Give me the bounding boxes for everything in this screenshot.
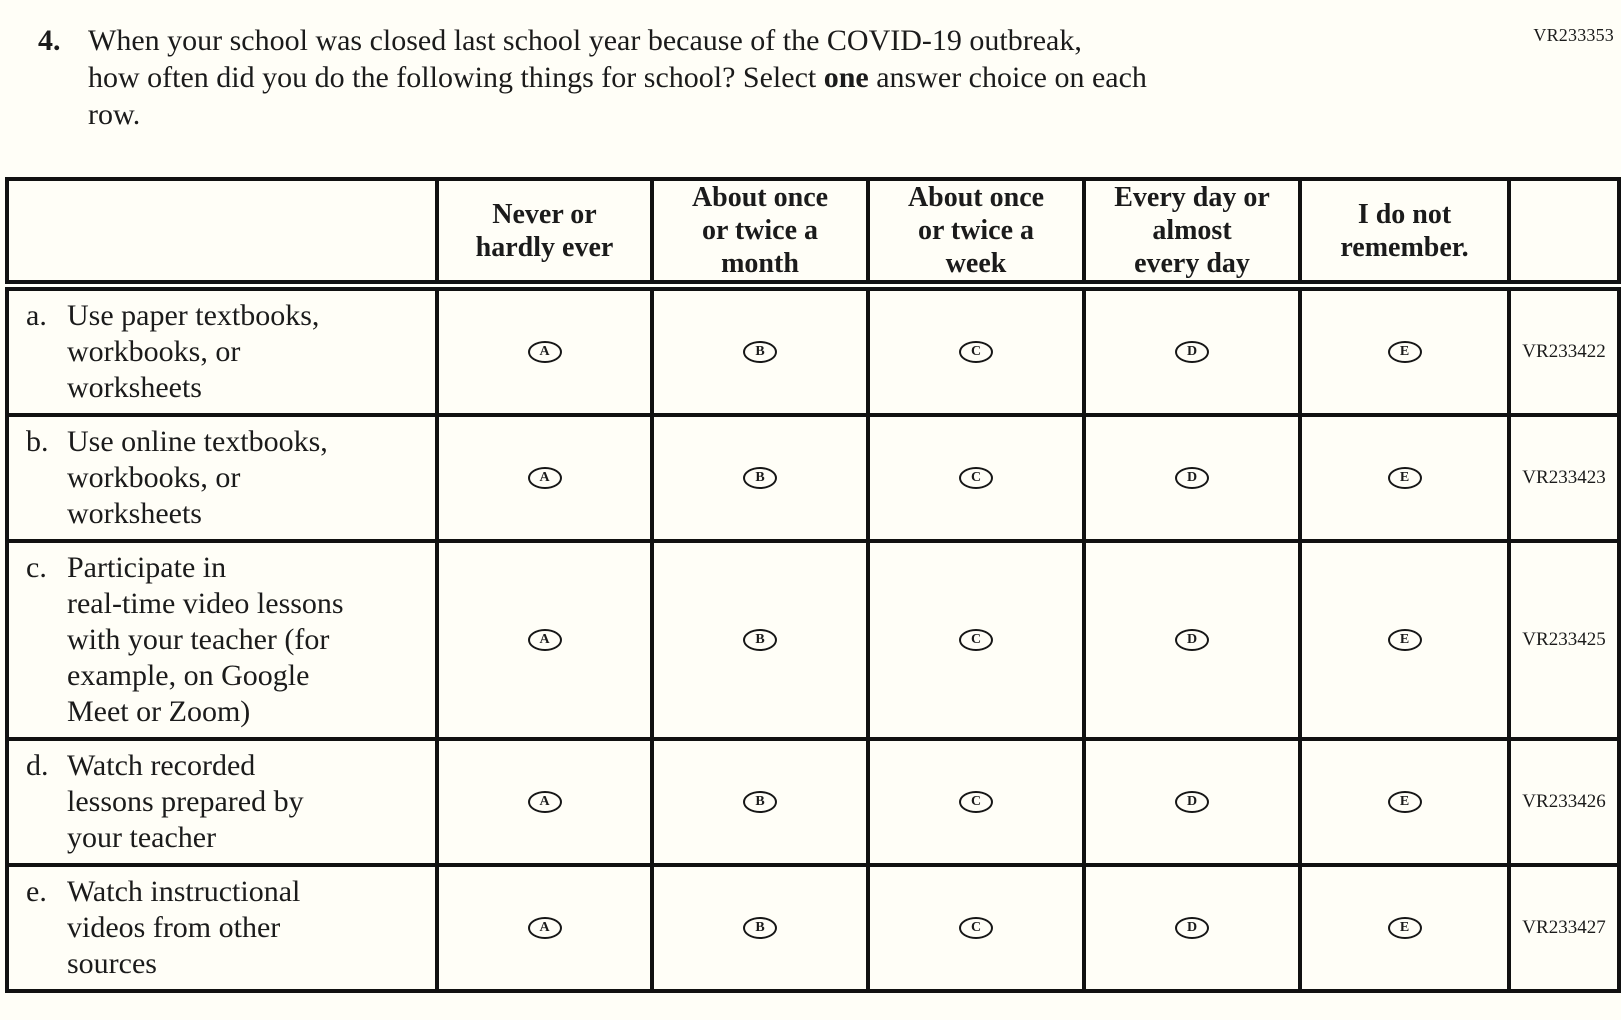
row-a-option-d-bubble[interactable]: D bbox=[1175, 341, 1209, 363]
row-a-text: Use paper textbooks, workbooks, or works… bbox=[67, 299, 320, 404]
row-d-code: VR233426 bbox=[1507, 737, 1621, 867]
row-e-label: e. Watch instructional videos from other … bbox=[5, 863, 439, 993]
row-d-option-e-bubble[interactable]: E bbox=[1387, 791, 1422, 813]
row-d-option-d-bubble[interactable]: D bbox=[1175, 791, 1209, 813]
page-code: VR233353 bbox=[1533, 25, 1614, 45]
row-a-option-a-bubble[interactable]: A bbox=[527, 341, 562, 363]
row-e-never-cell: A bbox=[435, 863, 654, 993]
question-line-1: When your school was closed last school … bbox=[88, 22, 1147, 59]
row-d-never-cell: A bbox=[435, 737, 654, 867]
row-e-month-cell: B bbox=[650, 863, 870, 993]
row-a-month-cell: B bbox=[650, 283, 870, 417]
row-b-label: b. Use online textbooks, workbooks, or wo… bbox=[5, 413, 439, 543]
row-a-label: a. Use paper textbooks, workbooks, or wor… bbox=[5, 283, 439, 417]
row-c-option-e-bubble[interactable]: E bbox=[1387, 629, 1422, 651]
row-e-option-b-bubble[interactable]: B bbox=[743, 917, 777, 939]
row-b-remember-cell: E bbox=[1298, 413, 1511, 543]
row-d-text: Watch recorded lessons prepared by your … bbox=[67, 749, 304, 854]
table-row-e: e. Watch instructional videos from other … bbox=[5, 863, 1621, 993]
row-e-option-c-bubble[interactable]: C bbox=[959, 917, 993, 939]
row-a-option-e-bubble[interactable]: E bbox=[1387, 341, 1422, 363]
response-grid: Never or hardly ever About once or twice… bbox=[5, 177, 1621, 993]
question-line-2-before: how often did you do the following thing… bbox=[88, 61, 824, 94]
header-blank bbox=[5, 177, 439, 291]
row-e-remember-cell: E bbox=[1298, 863, 1511, 993]
question-number: 4. bbox=[38, 24, 61, 57]
row-a-everyday-cell: D bbox=[1082, 283, 1302, 417]
row-d-remember-cell: E bbox=[1298, 737, 1511, 867]
row-d-everyday-cell: D bbox=[1082, 737, 1302, 867]
question: 4. When your school was closed last scho… bbox=[38, 22, 1621, 133]
row-d-label: d. Watch recorded lessons prepared by you… bbox=[5, 737, 439, 867]
row-b-option-e-bubble[interactable]: E bbox=[1387, 467, 1422, 489]
row-d-option-b-bubble[interactable]: B bbox=[743, 791, 777, 813]
row-e-text: Watch instructional videos from other so… bbox=[67, 875, 301, 980]
row-b-option-d-bubble[interactable]: D bbox=[1175, 467, 1209, 489]
question-text: When your school was closed last school … bbox=[88, 22, 1147, 133]
row-b-month-cell: B bbox=[650, 413, 870, 543]
column-header-every-day: Every day or almost every day bbox=[1082, 177, 1302, 291]
table-row-d: d. Watch recorded lessons prepared by you… bbox=[5, 737, 1621, 867]
row-d-option-a-bubble[interactable]: A bbox=[527, 791, 562, 813]
row-c-code: VR233425 bbox=[1507, 539, 1621, 741]
row-c-week-cell: C bbox=[866, 539, 1086, 741]
row-c-letter: c. bbox=[26, 551, 47, 584]
row-d-letter: d. bbox=[26, 749, 49, 782]
column-header-do-not-remember: I do not remember. bbox=[1298, 177, 1511, 291]
row-e-letter: e. bbox=[26, 875, 47, 908]
question-line-1-text: When your school was closed last school … bbox=[88, 24, 1082, 57]
row-a-never-cell: A bbox=[435, 283, 654, 417]
row-e-week-cell: C bbox=[866, 863, 1086, 993]
column-header-once-twice-month: About once or twice a month bbox=[650, 177, 870, 291]
row-e-option-d-bubble[interactable]: D bbox=[1175, 917, 1209, 939]
row-c-option-b-bubble[interactable]: B bbox=[743, 629, 777, 651]
row-e-code: VR233427 bbox=[1507, 863, 1621, 993]
column-header-never: Never or hardly ever bbox=[435, 177, 654, 291]
row-e-everyday-cell: D bbox=[1082, 863, 1302, 993]
row-c-option-a-bubble[interactable]: A bbox=[527, 629, 562, 651]
row-b-text: Use online textbooks, workbooks, or work… bbox=[67, 425, 328, 530]
table-row-a: a. Use paper textbooks, workbooks, or wor… bbox=[5, 283, 1621, 417]
question-line-3: row. bbox=[88, 96, 1147, 133]
row-e-option-a-bubble[interactable]: A bbox=[527, 917, 562, 939]
column-header-once-twice-week: About once or twice a week bbox=[866, 177, 1086, 291]
row-a-code: VR233422 bbox=[1507, 283, 1621, 417]
question-line-2: how often did you do the following thing… bbox=[88, 59, 1147, 96]
row-b-code: VR233423 bbox=[1507, 413, 1621, 543]
row-c-everyday-cell: D bbox=[1082, 539, 1302, 741]
row-e-option-e-bubble[interactable]: E bbox=[1387, 917, 1422, 939]
question-line-2-after: answer choice on each bbox=[868, 61, 1147, 94]
row-b-option-c-bubble[interactable]: C bbox=[959, 467, 993, 489]
row-a-remember-cell: E bbox=[1298, 283, 1511, 417]
table-row-c: c. Participate in real-time video lessons… bbox=[5, 539, 1621, 741]
header-row: Never or hardly ever About once or twice… bbox=[5, 177, 1621, 291]
row-c-label: c. Participate in real-time video lessons… bbox=[5, 539, 439, 741]
row-b-option-b-bubble[interactable]: B bbox=[743, 467, 777, 489]
row-b-option-a-bubble[interactable]: A bbox=[527, 467, 562, 489]
row-a-option-b-bubble[interactable]: B bbox=[743, 341, 777, 363]
row-c-never-cell: A bbox=[435, 539, 654, 741]
row-d-option-c-bubble[interactable]: C bbox=[959, 791, 993, 813]
row-d-week-cell: C bbox=[866, 737, 1086, 867]
row-b-letter: b. bbox=[26, 425, 49, 458]
row-b-never-cell: A bbox=[435, 413, 654, 543]
row-a-option-c-bubble[interactable]: C bbox=[959, 341, 993, 363]
row-d-month-cell: B bbox=[650, 737, 870, 867]
row-a-week-cell: C bbox=[866, 283, 1086, 417]
row-c-remember-cell: E bbox=[1298, 539, 1511, 741]
row-b-everyday-cell: D bbox=[1082, 413, 1302, 543]
question-line-3-text: row. bbox=[88, 98, 141, 131]
row-c-month-cell: B bbox=[650, 539, 870, 741]
header-code-blank bbox=[1507, 177, 1621, 291]
question-bold-word: one bbox=[823, 61, 869, 94]
row-c-option-d-bubble[interactable]: D bbox=[1175, 629, 1209, 651]
row-c-text: Participate in real-time video lessons w… bbox=[67, 551, 344, 728]
row-a-letter: a. bbox=[26, 299, 47, 332]
table-row-b: b. Use online textbooks, workbooks, or wo… bbox=[5, 413, 1621, 543]
row-b-week-cell: C bbox=[866, 413, 1086, 543]
row-c-option-c-bubble[interactable]: C bbox=[959, 629, 993, 651]
